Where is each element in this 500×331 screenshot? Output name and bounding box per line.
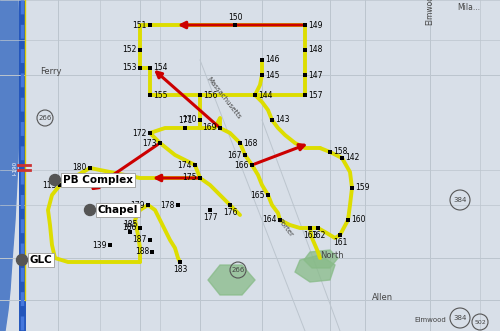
Text: 158: 158 [333,148,347,157]
Text: 155: 155 [153,90,168,100]
Text: 147: 147 [308,71,322,79]
Text: 180: 180 [72,164,87,172]
Text: 163: 163 [303,231,318,240]
Text: 175: 175 [182,173,197,182]
Text: 149: 149 [308,21,322,29]
Text: 161: 161 [333,238,347,247]
Text: Allen: Allen [372,294,393,303]
Text: 152: 152 [122,45,137,55]
Text: 186: 186 [122,223,137,232]
Text: Elmwood: Elmwood [426,0,434,25]
Text: 168: 168 [243,138,258,148]
Text: 502: 502 [474,319,486,324]
Text: 142: 142 [345,154,360,163]
Text: 178: 178 [160,201,175,210]
Circle shape [16,255,28,265]
Text: I-190: I-190 [12,161,18,175]
Text: 173: 173 [142,138,157,148]
Text: GLC: GLC [30,255,53,265]
Text: 115: 115 [42,180,57,190]
Text: 170: 170 [182,116,197,124]
Text: 266: 266 [38,115,52,121]
Text: 188: 188 [135,248,149,257]
Text: Elmwood: Elmwood [414,317,446,323]
Text: 148: 148 [308,45,322,55]
Text: 156: 156 [203,90,218,100]
Text: PB Complex: PB Complex [63,175,133,185]
Polygon shape [208,265,255,295]
Text: 177: 177 [203,213,217,222]
Text: Chapel: Chapel [98,205,138,215]
Text: 183: 183 [173,265,187,274]
Text: 384: 384 [454,197,466,203]
Text: Ferry: Ferry [40,68,62,76]
Text: 164: 164 [262,215,277,224]
Text: 139: 139 [92,241,107,250]
Text: North: North [320,251,344,260]
Text: 154: 154 [153,64,168,72]
Text: 176: 176 [223,208,238,217]
Polygon shape [0,0,20,331]
Text: Mila...: Mila... [457,4,480,13]
Text: Massachusetts: Massachusetts [206,76,242,120]
Polygon shape [304,250,338,268]
Text: 167: 167 [228,151,242,160]
Text: 143: 143 [275,116,289,124]
Text: 179: 179 [130,201,145,210]
Text: 162: 162 [311,231,325,240]
Text: 144: 144 [258,90,272,100]
Text: 185: 185 [123,220,137,229]
Text: 165: 165 [250,191,265,200]
Text: 172: 172 [132,128,147,137]
Text: 159: 159 [355,183,370,193]
Text: 171: 171 [178,116,192,125]
Text: 150: 150 [228,13,242,22]
Text: 174: 174 [178,161,192,169]
Text: 157: 157 [308,90,322,100]
Text: 187: 187 [132,235,147,245]
Text: 153: 153 [122,64,137,72]
Text: 384: 384 [454,315,466,321]
Polygon shape [295,255,335,282]
Text: 146: 146 [265,56,280,65]
Circle shape [84,205,96,215]
Text: Porter: Porter [276,218,294,238]
Text: 160: 160 [351,215,366,224]
Text: 166: 166 [234,161,249,169]
Circle shape [50,174,60,185]
Text: 266: 266 [232,267,244,273]
Text: 145: 145 [265,71,280,79]
Text: 151: 151 [132,21,147,29]
Text: 169: 169 [202,123,217,132]
